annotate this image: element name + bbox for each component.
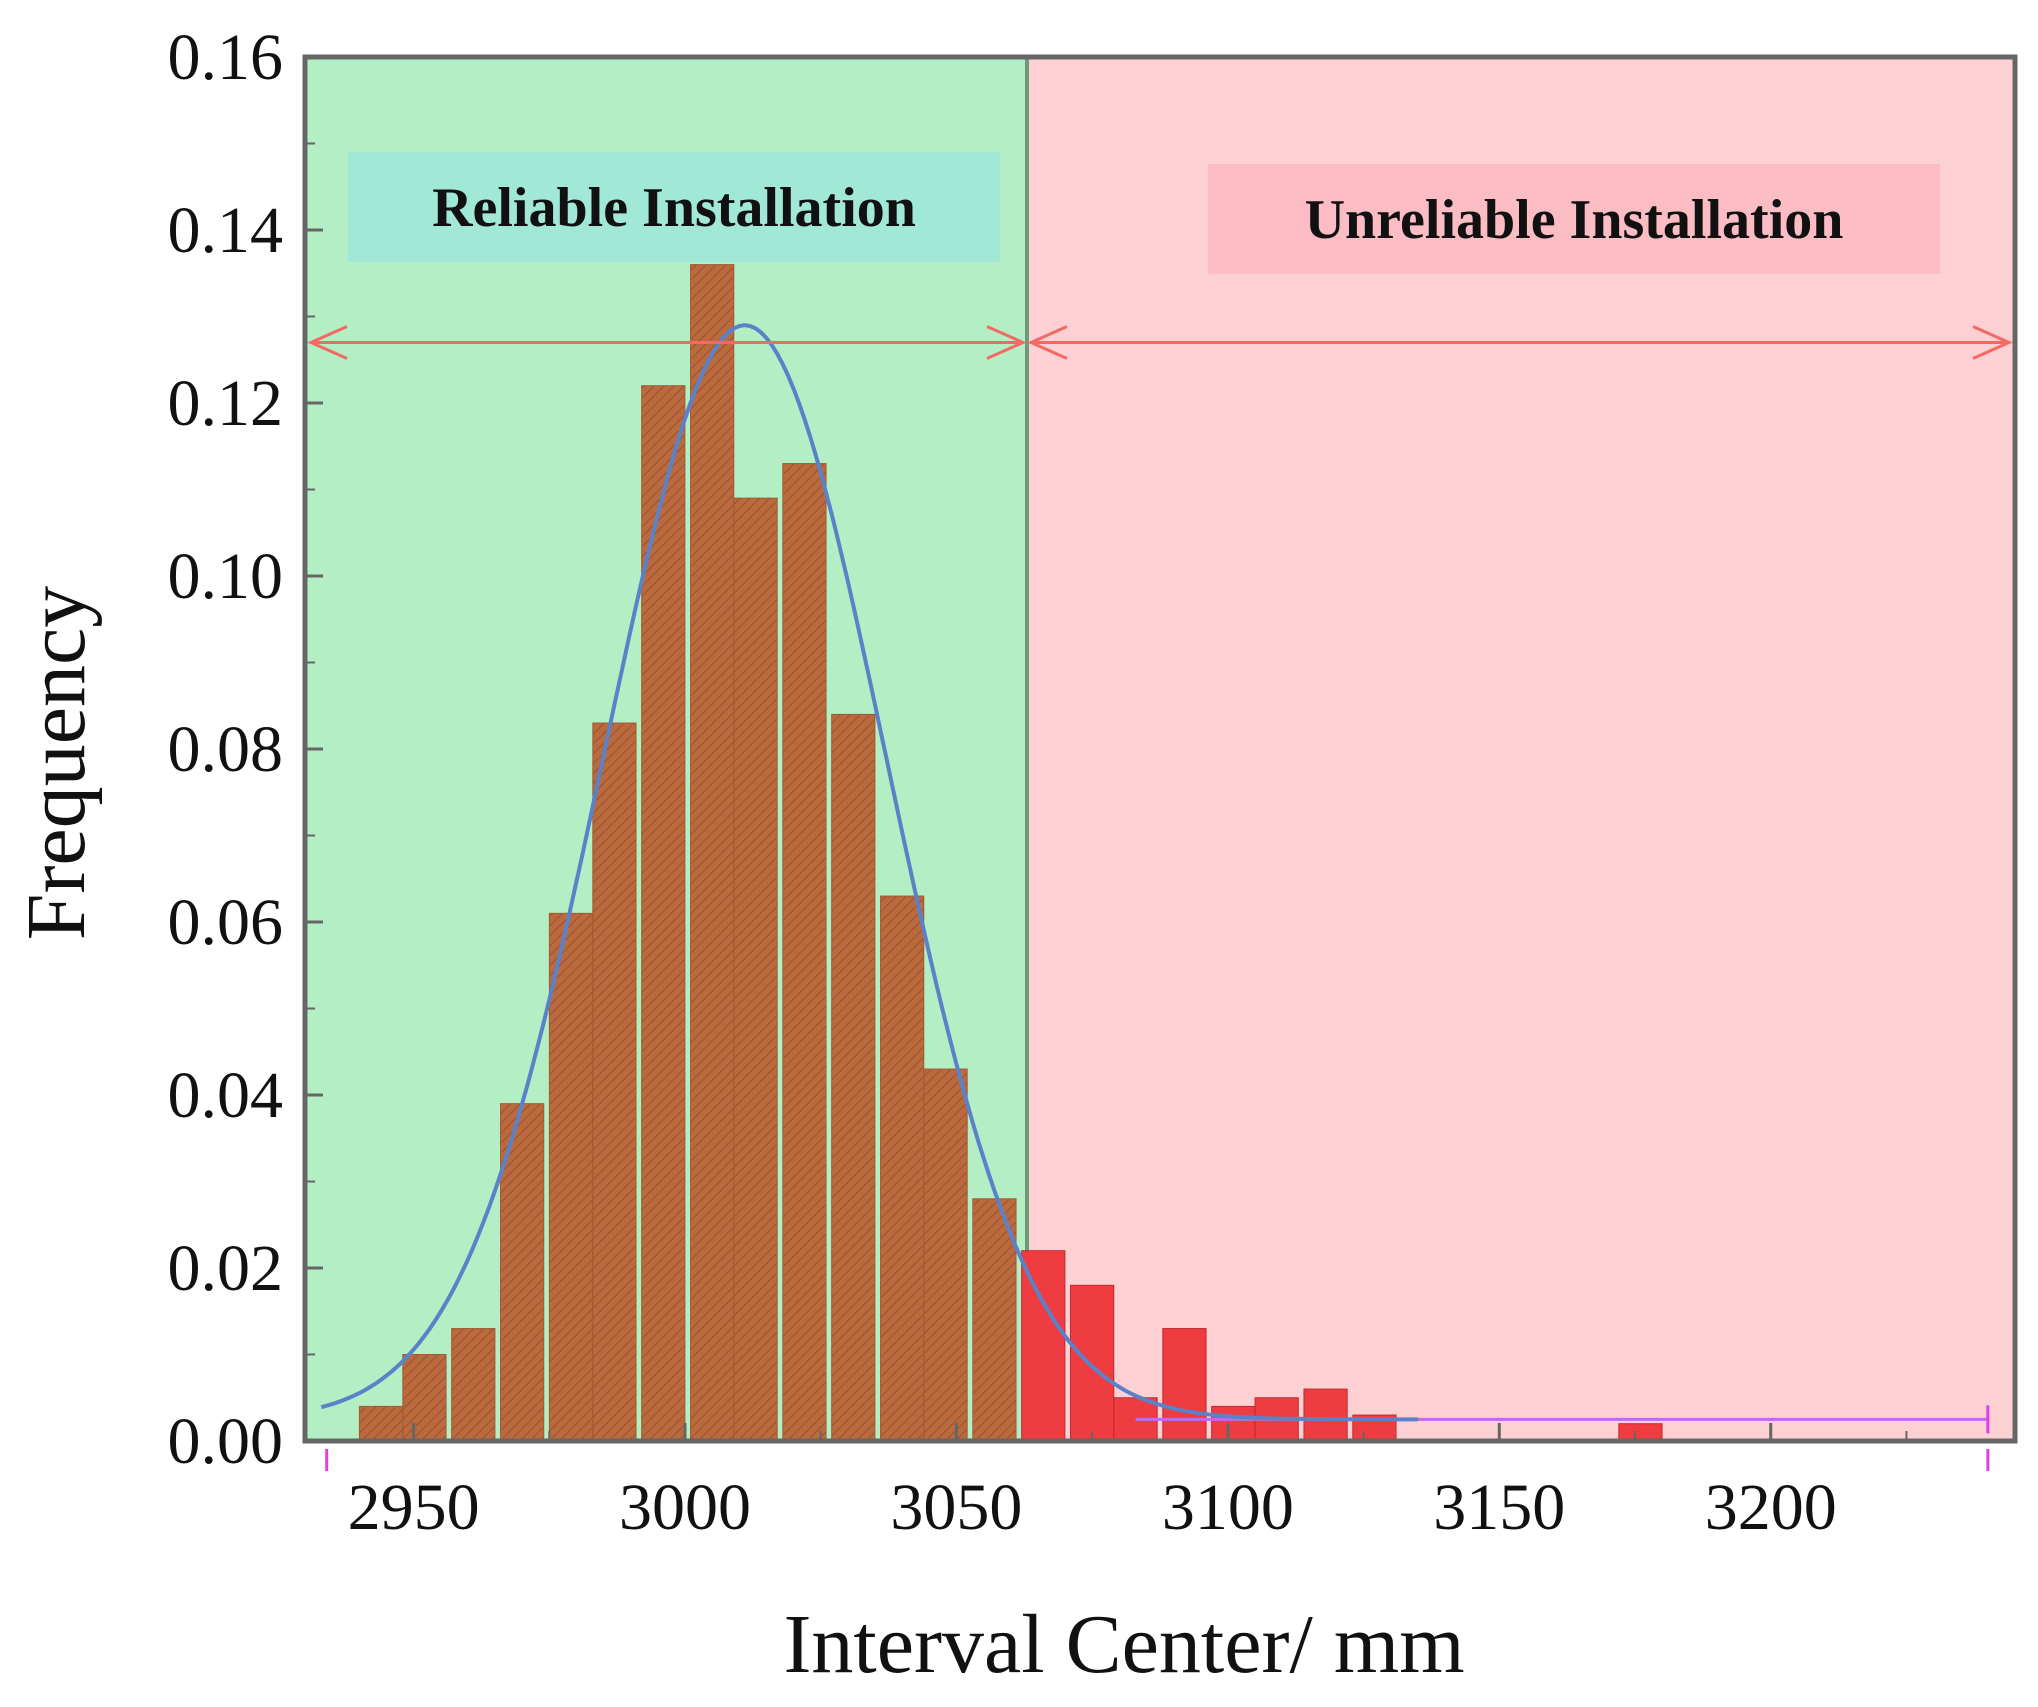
reliable-bar-12 (923, 1068, 968, 1442)
reliable-bar-2 (451, 1328, 496, 1442)
unreliable-label-background (1208, 164, 1940, 274)
y-tick-label-0: 0.00 (168, 1405, 284, 1478)
unreliable-bar-0 (1021, 1250, 1066, 1442)
reliable-bar-10 (831, 713, 876, 1442)
reliable-bar-5 (592, 722, 637, 1442)
x-tick-label-5: 3200 (1705, 1471, 1837, 1544)
reliable-label-background (348, 152, 1000, 262)
x-tick-label-2: 3050 (890, 1471, 1022, 1544)
x-tick-label-1: 3000 (619, 1471, 751, 1544)
y-tick-label-8: 0.16 (168, 21, 284, 94)
reliable-bar-11 (880, 895, 925, 1442)
histogram-bars (358, 264, 1663, 1442)
x-tick-label-4: 3150 (1433, 1471, 1565, 1544)
reliable-bar-8 (733, 497, 778, 1442)
unreliable-region (1027, 57, 2015, 1441)
region-labels: Reliable Installation Unreliable Install… (348, 152, 1940, 274)
chart-overlays (307, 323, 2013, 1471)
y-tick-label-7: 0.14 (168, 194, 284, 267)
unreliable-bar-6 (1303, 1388, 1348, 1442)
x-axis-title: Interval Center/ mm (783, 1598, 1464, 1691)
unreliable-installation-label: Unreliable Installation (1305, 189, 1844, 251)
y-tick-label-5: 0.10 (168, 540, 284, 613)
x-tick-label-3: 3100 (1162, 1471, 1294, 1544)
reliable-bar-0 (358, 1405, 404, 1442)
unreliable-range-arrow-right-head (1972, 325, 2013, 360)
y-tick-label-6: 0.12 (168, 367, 284, 440)
y-axis-title: Frequency (10, 586, 103, 941)
unreliable-range-arrow-left-head (1027, 325, 1068, 360)
axes: 0.00 0.02 0.04 0.06 0.08 0.10 0.12 0.14 0.16 2950… (168, 21, 2018, 1544)
reliable-bar-4 (548, 912, 594, 1442)
unreliable-bar-8 (1618, 1423, 1663, 1442)
reliable-bar-6 (641, 385, 686, 1442)
reliable-bar-1 (402, 1354, 447, 1442)
reliable-bar-7 (690, 264, 735, 1442)
y-tick-label-1: 0.02 (168, 1232, 284, 1305)
reliable-range-arrow-right-head (986, 325, 1027, 360)
reliable-bar-3 (500, 1103, 545, 1442)
y-tick-label-3: 0.06 (168, 886, 284, 959)
unreliable-bar-4 (1211, 1405, 1256, 1442)
unreliable-bar-1 (1070, 1284, 1115, 1442)
background-regions (305, 57, 2015, 1441)
y-tick-label-4: 0.08 (168, 713, 284, 786)
normal-fit-curve (320, 323, 1418, 1422)
reliable-bar-9 (782, 463, 827, 1442)
reliable-bar-13 (972, 1198, 1017, 1442)
reliable-installation-label: Reliable Installation (432, 177, 916, 239)
x-tick-label-0: 2950 (348, 1471, 480, 1544)
unreliable-bar-3 (1162, 1328, 1207, 1442)
y-tick-label-2: 0.04 (168, 1059, 284, 1132)
reliable-range-arrow-left-head (307, 325, 348, 360)
